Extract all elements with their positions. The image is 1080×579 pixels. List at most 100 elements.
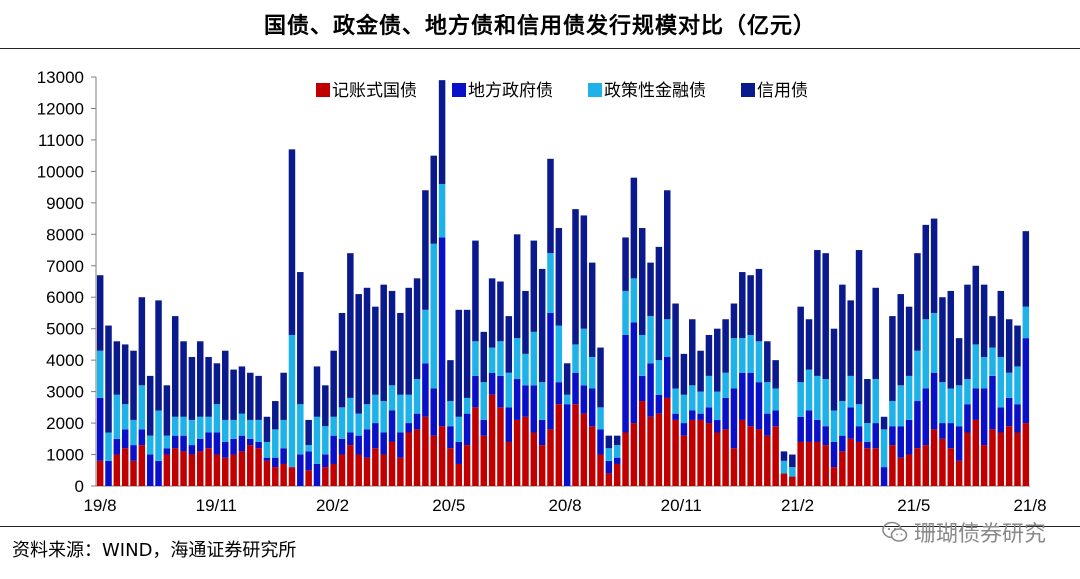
bar-segment <box>697 419 704 486</box>
bar-segment <box>805 369 813 411</box>
bar-segment <box>555 382 563 405</box>
source-note: 资料来源：WIND，海通证券研究所 <box>12 540 297 561</box>
bar-segment <box>96 460 104 486</box>
watermark: 珊瑚债券研究 <box>882 516 1046 548</box>
bar-segment <box>722 372 729 398</box>
bar-segment <box>163 385 171 436</box>
bar-segment <box>113 454 121 486</box>
bar-segment <box>472 407 479 486</box>
bar-segment <box>563 394 571 405</box>
legend-swatch <box>741 83 755 97</box>
bar-segment <box>196 451 204 486</box>
bar-segment <box>388 290 396 386</box>
bar-segment <box>513 234 521 339</box>
bar-segment <box>638 401 646 486</box>
bar-segment <box>188 445 196 455</box>
bar-segment <box>213 363 221 405</box>
bar-segment <box>430 243 437 389</box>
bar-segment <box>388 441 396 486</box>
bar-segment <box>247 372 254 420</box>
bar-segment <box>480 331 488 383</box>
bar-segment <box>513 338 521 380</box>
bar-segment <box>880 416 888 430</box>
bar-segment <box>238 413 246 436</box>
bar-segment <box>522 385 529 417</box>
bar-segment <box>797 441 804 486</box>
bar-segment <box>947 423 955 449</box>
bar-segment <box>797 416 804 442</box>
bar-segment <box>864 448 871 486</box>
bar-segment <box>438 237 446 427</box>
bar-segment <box>196 416 204 439</box>
bar-segment <box>205 357 212 417</box>
bar-segment <box>822 426 829 446</box>
bar-segment <box>780 473 788 486</box>
bar-segment <box>255 448 262 486</box>
bar-segment <box>1014 432 1021 486</box>
bar-segment <box>647 416 654 486</box>
bar-segment <box>430 388 437 436</box>
bar-segment <box>922 319 930 389</box>
bar-segment <box>447 401 454 427</box>
bar-segment <box>689 410 696 420</box>
bar-segment <box>138 429 146 446</box>
bar-segment <box>530 385 538 433</box>
y-tick-label: 11000 <box>38 131 84 150</box>
x-tick-label: 21/5 <box>897 496 930 515</box>
bar-segment <box>939 423 946 439</box>
y-tick-label: 2000 <box>46 414 84 433</box>
bar-segment <box>272 457 279 468</box>
bar-segment <box>238 451 246 486</box>
bar-segment <box>272 429 279 458</box>
bar-segment <box>363 457 371 486</box>
bar-segment <box>947 290 955 389</box>
bar-segment <box>513 379 521 420</box>
bar-segment <box>572 209 579 345</box>
bar-segment <box>330 435 337 464</box>
bar-segment <box>980 284 988 358</box>
bar-segment <box>163 454 171 486</box>
bar-segment <box>947 448 955 486</box>
bar-segment <box>905 419 913 455</box>
bar-segment <box>989 375 996 430</box>
x-tick-label: 19/11 <box>196 496 237 515</box>
bar-segment <box>914 350 921 402</box>
bar-segment <box>497 281 504 342</box>
bar-segment <box>230 369 237 420</box>
bar-segment <box>488 347 496 373</box>
bar-segment <box>730 338 738 389</box>
bar-segment <box>955 385 963 427</box>
bar-segment <box>530 432 538 486</box>
bar-segment <box>472 375 479 408</box>
bar-segment <box>538 382 546 420</box>
bar-segment <box>397 432 404 458</box>
x-tick-label: 19/8 <box>83 496 116 515</box>
bar-segment <box>1005 426 1013 486</box>
legend-label: 政策性金融债 <box>604 81 706 100</box>
bar-segment <box>972 344 980 389</box>
bar-segment <box>755 382 763 430</box>
bar-segment <box>547 158 554 254</box>
bar-segment <box>997 432 1005 486</box>
bar-segment <box>930 312 938 373</box>
wechat-icon <box>882 521 908 542</box>
y-tick-label: 3000 <box>46 383 84 402</box>
bar-segment <box>222 350 229 420</box>
bar-segment <box>397 457 404 486</box>
x-tick-label: 20/11 <box>661 496 702 515</box>
bar-segment <box>839 435 846 452</box>
bar-segment <box>922 445 930 486</box>
bar-segment <box>338 438 346 455</box>
bar-segment <box>747 334 754 373</box>
bar-segment <box>588 262 596 357</box>
bar-segment <box>689 319 696 386</box>
bar-segment <box>322 385 329 427</box>
bar-segment <box>714 328 721 392</box>
bar-segment <box>155 300 162 411</box>
bar-segment <box>547 312 554 430</box>
legend-label: 地方政府债 <box>468 81 553 100</box>
bar-segment <box>572 344 579 373</box>
bar-segment <box>864 441 871 449</box>
bar-segment <box>397 394 404 433</box>
bar-segment <box>630 322 638 424</box>
